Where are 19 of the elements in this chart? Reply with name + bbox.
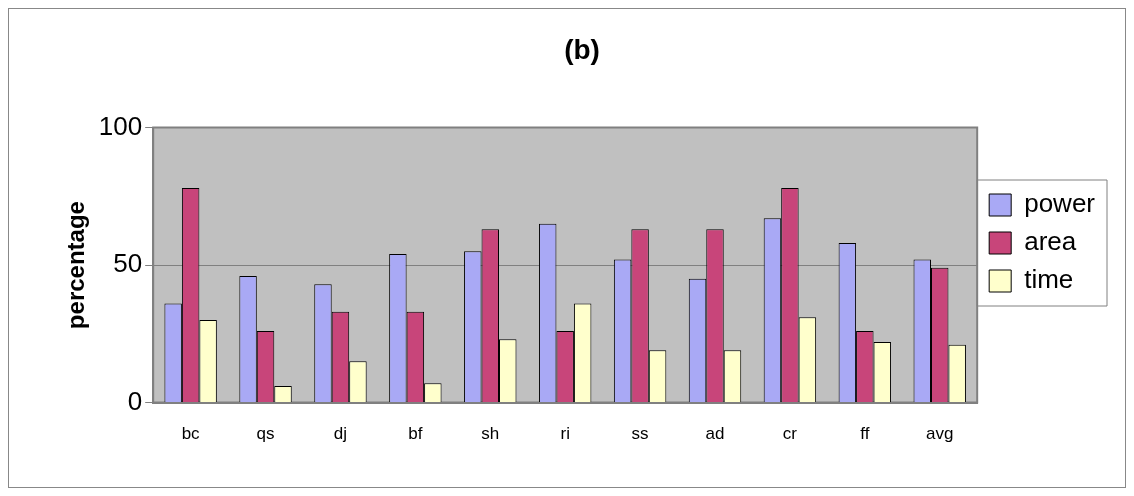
x-tick-label: cr xyxy=(782,424,798,444)
legend-label: power xyxy=(1024,188,1096,219)
y-tick-label: 100 xyxy=(98,110,143,141)
x-tick-label: ss xyxy=(631,424,649,444)
y-tick-label: 0 xyxy=(127,385,143,416)
chart-title: (b) xyxy=(564,33,600,65)
x-tick-label: ad xyxy=(705,424,725,444)
x-tick-label: ff xyxy=(860,424,870,444)
y-axis-title: percentage xyxy=(62,201,90,330)
x-tick-label: bc xyxy=(181,424,201,444)
x-tick-label: ri xyxy=(560,424,570,444)
x-tick-label: sh xyxy=(481,424,500,444)
x-tick-label: qs xyxy=(256,424,275,444)
x-tick-label: dj xyxy=(333,424,348,444)
legend-label: area xyxy=(1024,226,1077,257)
y-tick-label: 50 xyxy=(113,248,143,279)
x-tick-label: avg xyxy=(926,424,954,444)
x-tick-label: bf xyxy=(408,424,423,444)
legend-label: time xyxy=(1024,264,1074,295)
